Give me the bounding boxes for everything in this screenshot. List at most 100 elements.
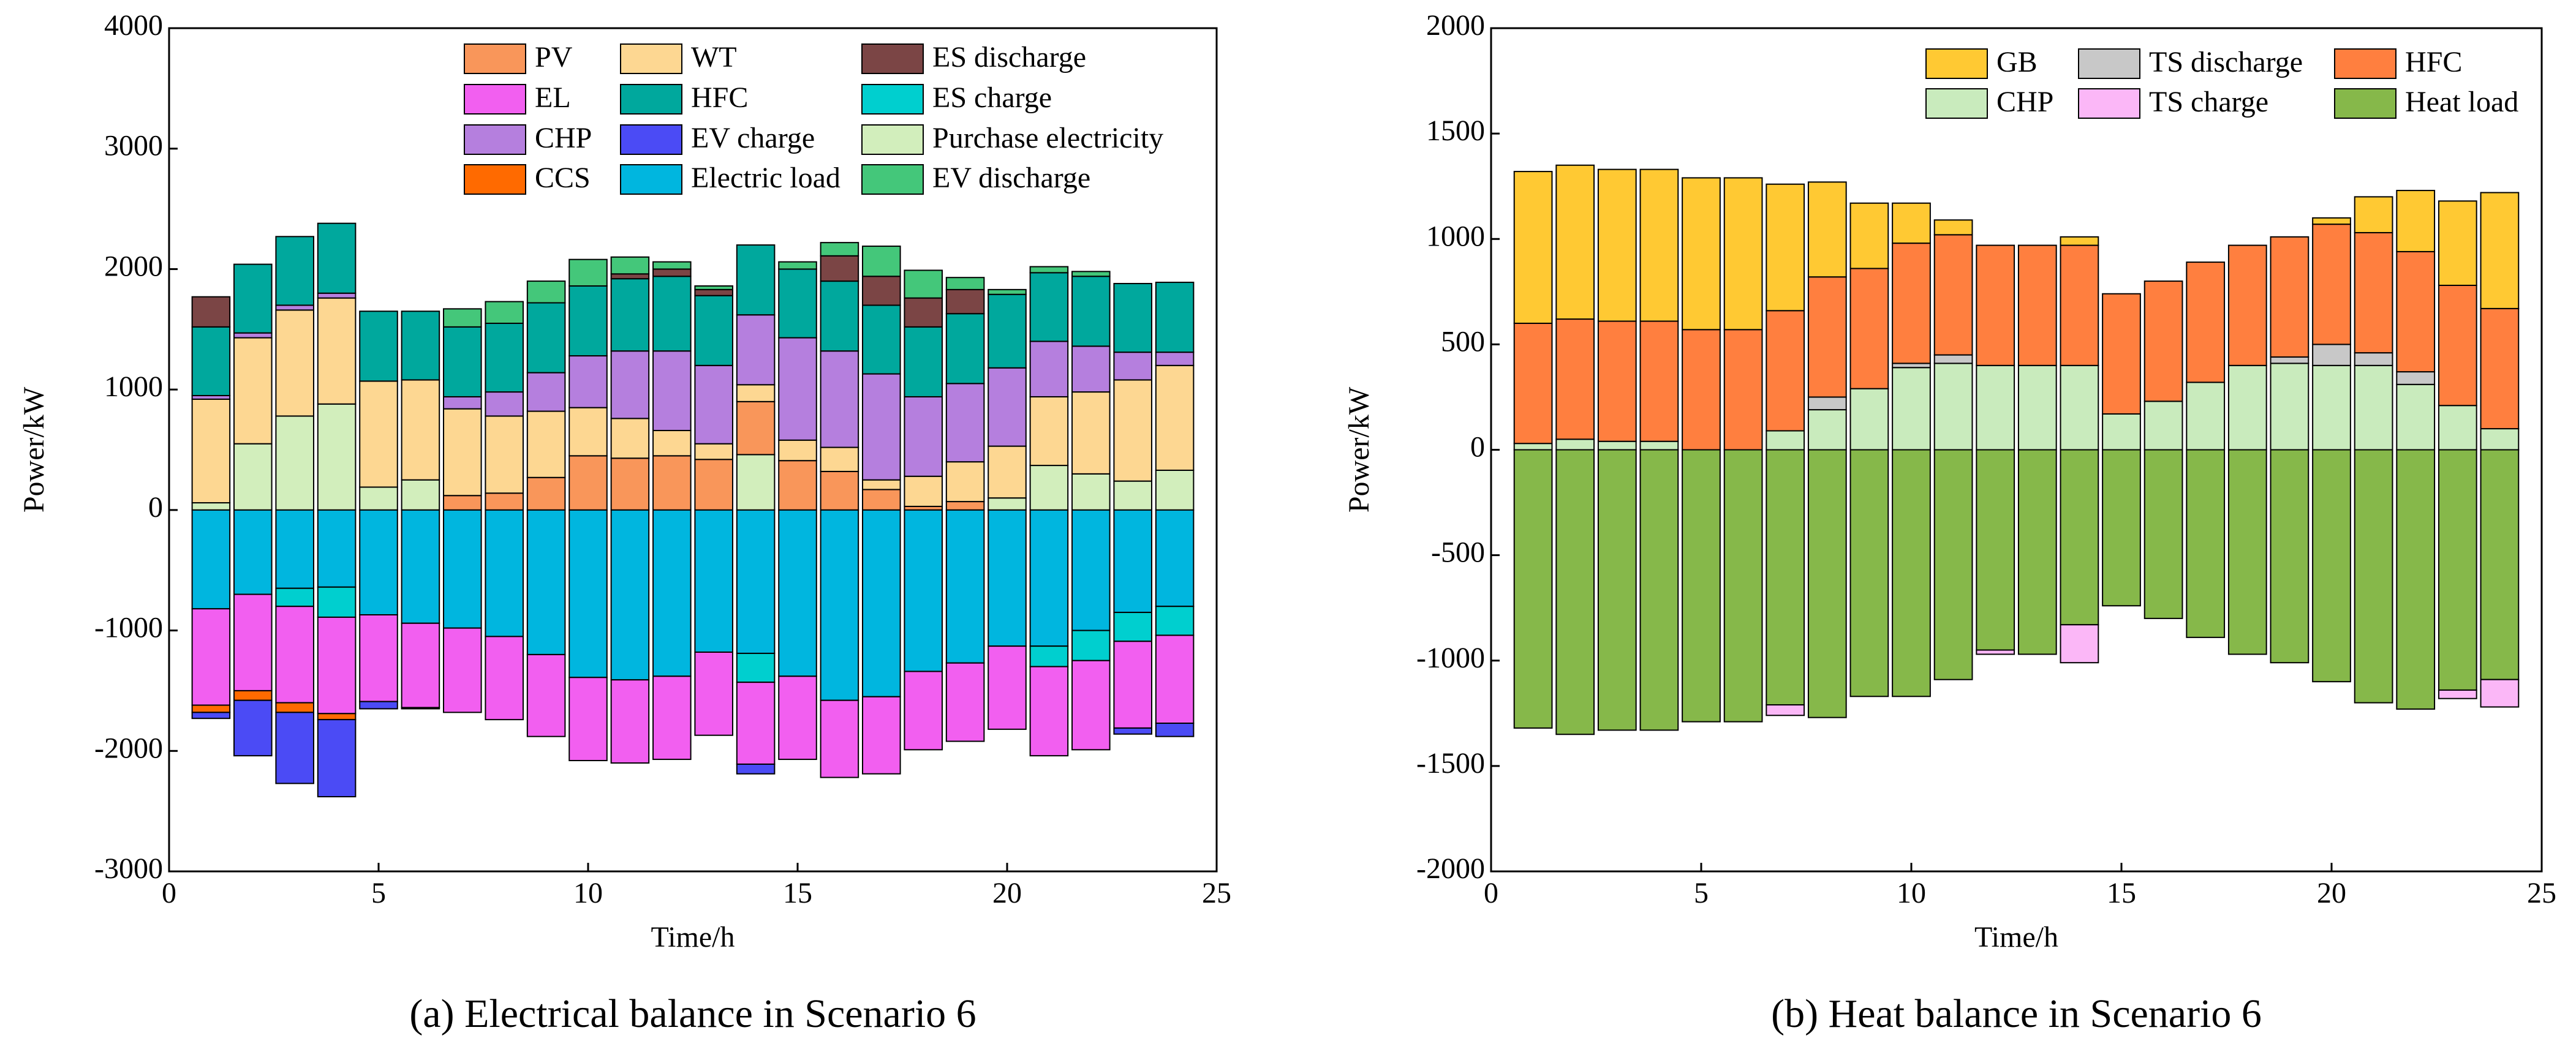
bar-segment [778,337,817,441]
bar-segment [736,244,776,316]
bar-segment [2017,244,2057,366]
bar-segment [2186,449,2226,638]
x-tick-label: 20 [2317,877,2346,909]
bar-segment [778,261,817,270]
bar-segment [736,454,776,511]
legend-swatch [2078,88,2140,119]
bar-segment [2312,224,2351,345]
bar-segment [1976,449,2015,651]
bar-segment [862,696,901,775]
bar-segment [820,470,859,511]
bar-segment [2438,405,2477,451]
x-tick-label: 10 [1897,877,1926,909]
bar-segment [568,455,608,511]
bar-segment [443,408,482,497]
bar-segment [1807,181,1847,278]
y-tick-label: -1000 [1416,642,1485,674]
bar-segment [2060,364,2099,451]
bar-segment [652,430,692,457]
bar-segment [2270,449,2310,664]
bar-segment [1892,242,1931,364]
bar-segment [1113,283,1152,353]
legend-label: TS charge [2149,86,2268,118]
bar-segment [2396,190,2436,252]
legend-label: HFC [2405,46,2462,78]
legend-label: Purchase electricity [932,122,1163,154]
bar-segment [2060,236,2099,246]
bar-segment [652,509,692,677]
bar-segment [275,606,314,704]
bar-segment [275,702,314,713]
bar-segment [2227,364,2267,451]
chart-panel: -3000 -2000 -1000 0 1000 2000 3000 4000 0 5 10 15 20… [18,9,1231,1036]
bar-segment [1071,660,1111,751]
x-tick-label: 15 [783,877,812,909]
bar-segment [2270,356,2310,364]
bar-segment [988,645,1027,730]
legend-label: GB [1996,46,2038,78]
bar-segment [2102,293,2141,415]
bar-segment [610,679,650,764]
bar-segment [275,712,314,784]
bar-segment [2186,382,2226,451]
bar-segment [820,350,859,448]
bar-segment [610,509,650,681]
bar-segment [2480,449,2520,680]
bar-segment [1849,202,1889,269]
bar-segment [568,407,608,457]
bar-segment [2227,449,2267,655]
bar-segment [2102,449,2141,607]
bar-segment [1766,704,1805,716]
bar-segment [275,304,314,311]
legend-swatch [464,164,526,195]
bar-segment [526,410,566,478]
bar-segment [1933,234,1973,356]
bar-segment [1976,649,2015,655]
legend-label: Heat load [2405,86,2518,118]
bar-segment [275,509,314,589]
bar-segment [317,403,357,511]
bar-segment [568,258,608,287]
y-axis-label: Power/kW [1343,386,1375,513]
bar-segment [1155,634,1195,724]
bar-segment [778,509,817,677]
bar-segment [1892,449,1931,697]
bar-segment [1597,449,1637,731]
bar-segment [1113,351,1152,381]
bar-segment [1071,276,1111,347]
legend-swatch [1925,48,1988,79]
bar-segment [485,415,524,494]
bar-segment [736,509,776,654]
bar-segment [1849,449,1889,697]
caption: (b) Heat balance in Scenario 6 [1771,991,2262,1036]
plot-frame [168,27,1218,873]
legend-swatch [620,84,682,115]
bar-segment [1849,268,1889,389]
bar-segment [2354,231,2393,354]
bar-segment [1155,351,1195,366]
bar-segment [652,276,692,352]
legend-label: CCS [535,162,591,194]
bar-segment [820,242,859,257]
bar-segment [1976,364,2015,451]
bar-segment [233,509,273,595]
bar-segment [1071,345,1111,393]
bar-segment [1639,449,1679,731]
y-tick-label: 1000 [1426,220,1485,252]
bar-segment [485,492,524,511]
bar-segment [317,222,357,294]
bar-segment [2270,236,2310,358]
bar-segment [1892,363,1931,369]
bar-segment [526,372,566,412]
x-axis-label: Time/h [1974,921,2058,953]
bar-segment [317,509,357,588]
bar-segment [317,719,357,798]
bar-segment [694,295,733,366]
bar-segment [904,509,943,672]
bar-segment [1155,282,1195,353]
bar-segment [2438,449,2477,691]
bar-segment [1807,276,1847,398]
bar-segment [2060,449,2099,626]
bar-segment [568,285,608,357]
bar-segment [191,326,231,396]
